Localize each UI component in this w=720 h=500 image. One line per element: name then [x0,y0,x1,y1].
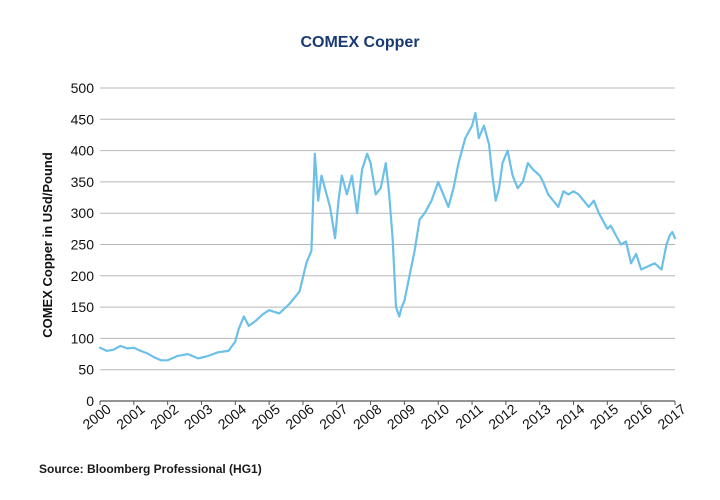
x-tick-label: 2003 [181,401,216,433]
x-tick-label: 2008 [350,401,385,433]
x-tick-label: 2016 [621,401,656,433]
x-tick-label: 2017 [654,401,689,433]
x-tick-label: 2011 [452,401,486,432]
y-tick-label: 150 [71,299,95,315]
y-tick-label: 450 [71,111,95,127]
x-tick-label: 2002 [147,401,182,433]
x-tick-label: 2001 [113,401,148,433]
y-tick-label: 350 [71,174,95,190]
x-tick-label: 2013 [519,401,554,433]
y-tick-label: 250 [71,237,95,253]
y-tick-label: 400 [71,143,95,159]
y-axis-label: COMEX Copper in USd/Pound [40,152,55,338]
x-tick-label: 2009 [384,401,419,433]
grid-lines [99,87,676,405]
x-tick-label: 2005 [249,401,284,433]
series-line-copper [98,111,677,362]
x-tick-label: 2006 [282,401,317,433]
y-tick-label: 50 [78,362,94,378]
x-tick-label: 2000 [79,401,114,433]
y-tick-labels: 0 50 100 150 200 250 300 350 400 450 500 [71,80,95,409]
y-tick-label: 300 [71,205,95,221]
y-tick-label: 100 [71,330,95,346]
x-tick-label: 2007 [316,401,351,433]
y-tick-label: 500 [71,80,95,96]
x-tick-label: 2012 [485,401,520,433]
x-tick-label: 2015 [587,401,622,433]
y-tick-label: 0 [86,393,94,409]
x-tick-labels: 2000 2001 2002 2003 2004 2005 2006 2007 2008 2009… [79,401,689,433]
y-tick-label: 200 [71,268,95,284]
x-tick-label: 2010 [418,401,453,433]
chart-title: COMEX Copper [300,34,420,51]
x-tick-label: 2014 [553,401,588,433]
source-note: Source: Bloomberg Professional (HG1) [39,462,262,476]
x-tick-label: 2004 [215,401,250,433]
